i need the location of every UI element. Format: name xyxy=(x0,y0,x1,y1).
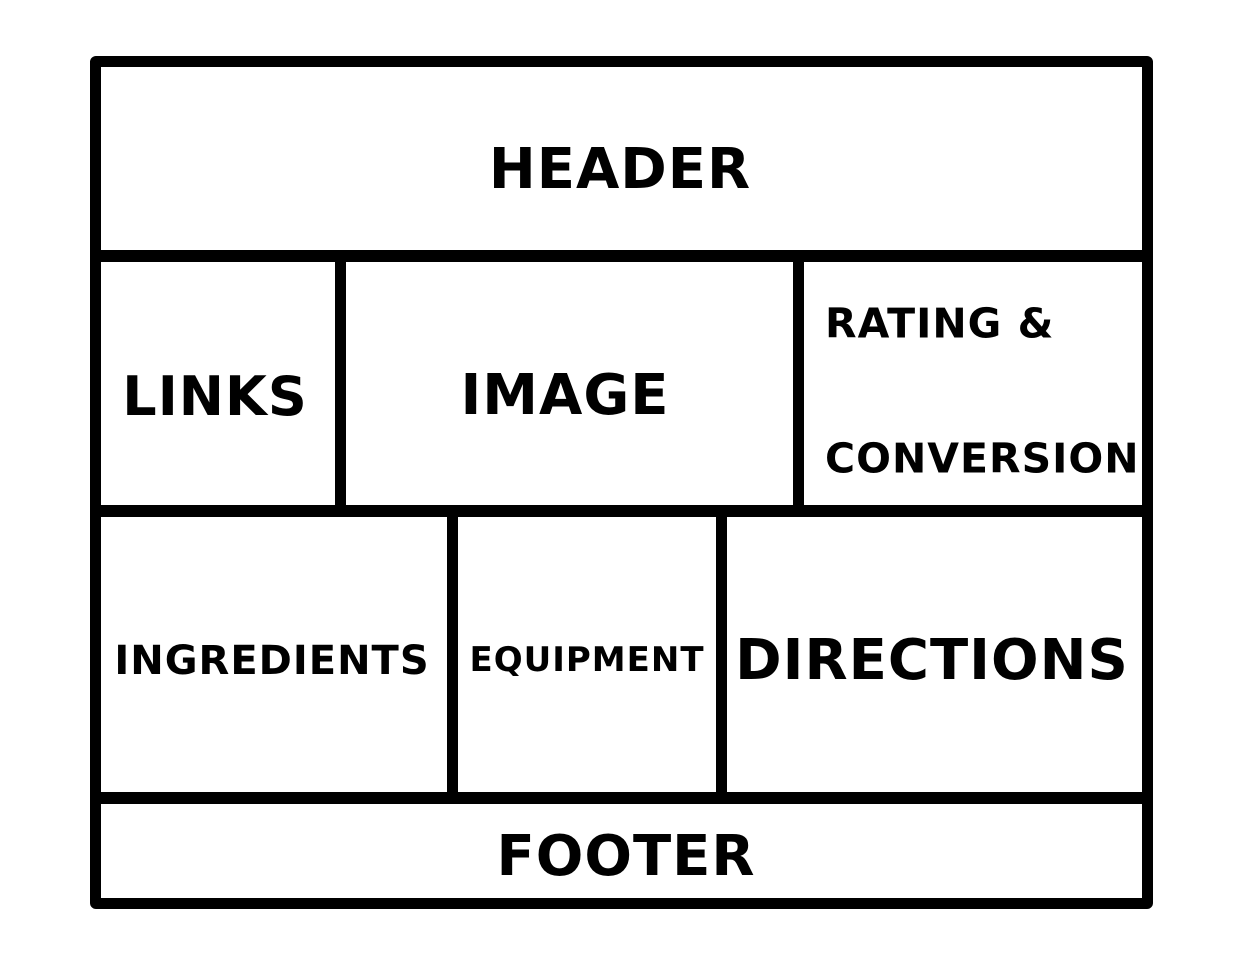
outer-frame xyxy=(90,56,1153,909)
divider-links-image xyxy=(335,255,346,511)
divider-image-rating xyxy=(793,255,804,511)
footer-label: FOOTER xyxy=(496,824,756,889)
divider-row1-bottom xyxy=(92,505,1151,517)
divider-equipment-directions xyxy=(716,510,727,798)
header-label: HEADER xyxy=(488,137,752,202)
divider-ingredients-equipment xyxy=(447,510,458,798)
rating-conversion-label: RATING & CONVERSION xyxy=(825,212,1140,573)
equipment-label: EQUIPMENT xyxy=(469,640,705,680)
rating-label-line1: RATING & xyxy=(825,299,1055,348)
divider-row2-bottom xyxy=(92,792,1151,804)
directions-label: DIRECTIONS xyxy=(735,628,1129,693)
divider-header-bottom xyxy=(92,250,1151,262)
image-label: IMAGE xyxy=(460,363,670,428)
links-label: LINKS xyxy=(122,365,308,428)
rating-label-line2: CONVERSION xyxy=(825,435,1140,484)
ingredients-label: INGREDIENTS xyxy=(114,638,430,684)
